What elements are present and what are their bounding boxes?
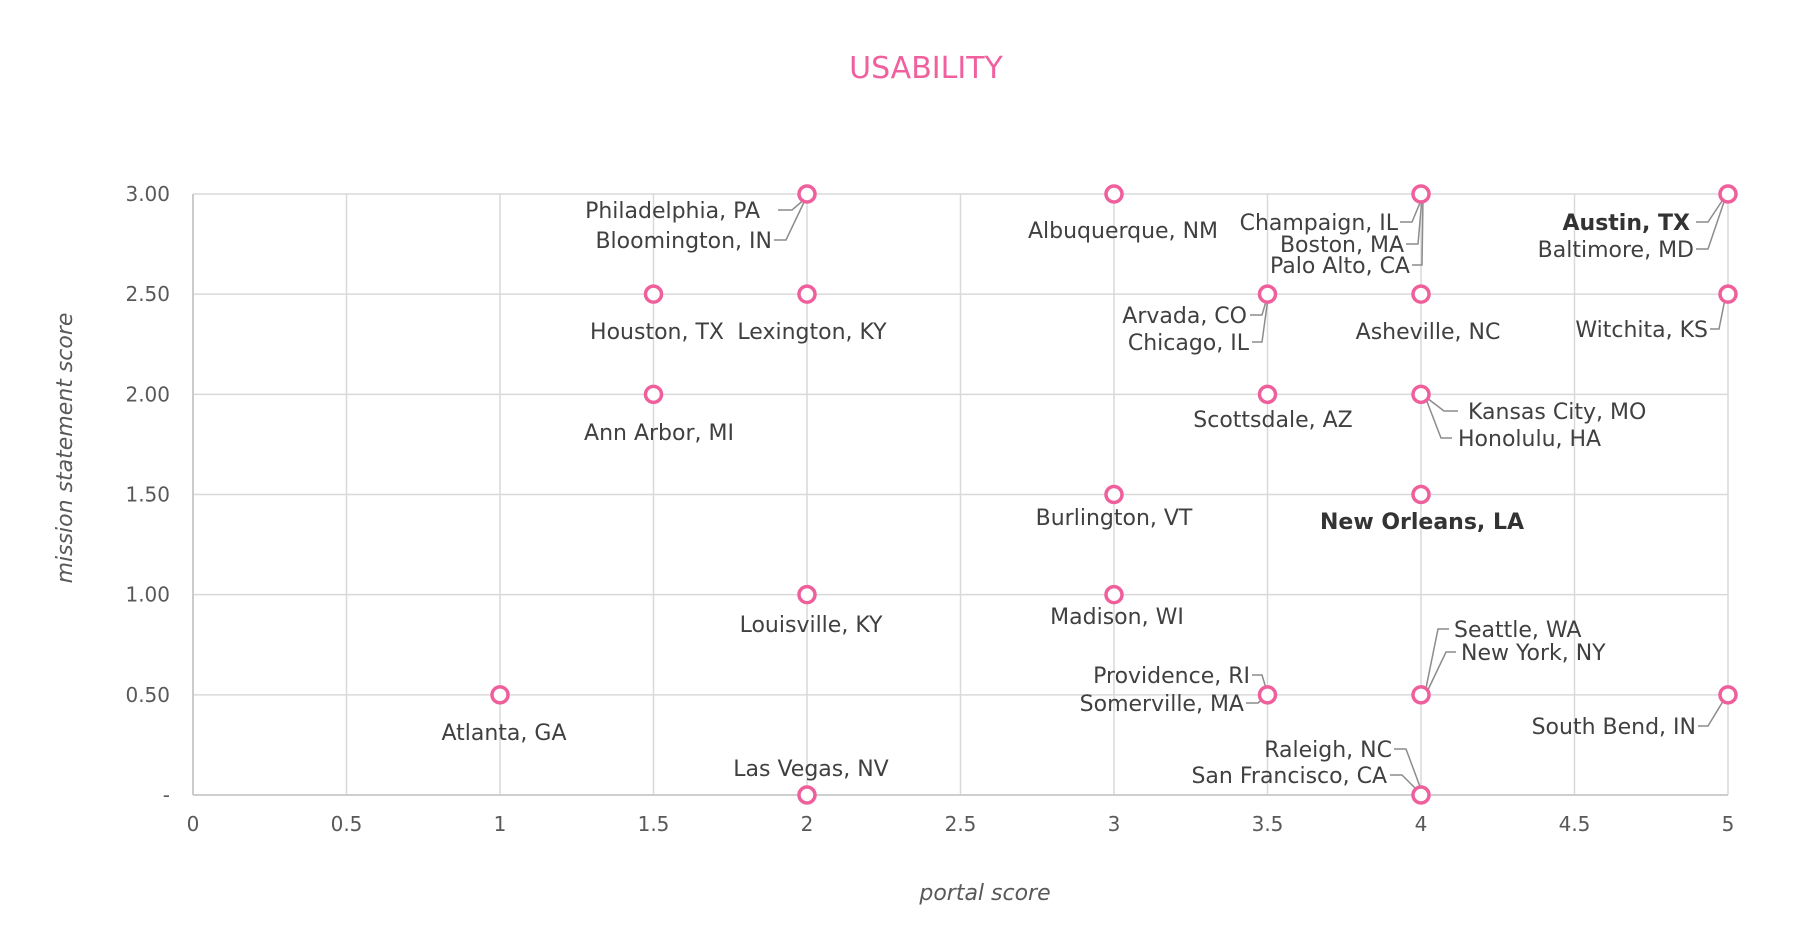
data-point <box>1411 484 1431 505</box>
data-label: Las Vegas, NV <box>733 757 888 782</box>
chart-title: USABILITY <box>849 51 1003 86</box>
leader-line <box>1696 198 1726 250</box>
data-label: Scottsdale, AZ <box>1193 408 1352 433</box>
x-tick-label: 3.5 <box>1252 812 1284 836</box>
data-point <box>1104 584 1124 605</box>
leader-line <box>1394 748 1423 793</box>
data-label: Burlington, VT <box>1036 506 1193 531</box>
leader-line <box>774 197 807 241</box>
data-point <box>1411 685 1431 705</box>
data-label: Louisville, KY <box>740 613 883 638</box>
leader-line <box>1412 197 1424 266</box>
data-label: Chicago, IL <box>1128 331 1250 356</box>
y-tick-label: 0.50 <box>125 683 170 707</box>
data-point <box>797 785 817 805</box>
data-point <box>1104 484 1124 505</box>
x-axis-title: portal score <box>918 881 1050 906</box>
data-point <box>490 685 510 705</box>
data-label: Lexington, KY <box>737 320 887 345</box>
y-tick-label: 1.50 <box>125 483 170 507</box>
data-point <box>643 384 664 405</box>
data-label: Boston, MA <box>1280 233 1404 258</box>
x-tick-label: 4 <box>1415 812 1428 836</box>
data-point <box>1411 184 1431 204</box>
data-labels: Philadelphia, PA Bloomington, IN Albuquerq… <box>441 199 1708 789</box>
y-tick-label: 3.00 <box>125 182 170 206</box>
x-tick-label: 0.5 <box>331 812 363 836</box>
leader-line <box>1400 197 1423 223</box>
data-label: San Francisco, CA <box>1191 764 1387 789</box>
data-point <box>1104 184 1124 204</box>
data-label: New York, NY <box>1461 641 1606 666</box>
data-label: Asheville, NC <box>1356 320 1501 345</box>
y-tick-label: 1.00 <box>125 583 170 607</box>
y-tick-label: 2.00 <box>125 382 170 406</box>
leader-line <box>1425 398 1452 439</box>
x-tick-label: 1.5 <box>638 812 670 836</box>
x-tick-label: 0 <box>187 812 200 836</box>
data-point <box>643 284 664 304</box>
data-label: Somerville, MA <box>1080 692 1244 717</box>
leader-line <box>1252 297 1269 343</box>
data-label: Palo Alto, CA <box>1270 254 1410 279</box>
data-label: Ann Arbor, MI <box>584 421 734 446</box>
leader-line <box>1698 697 1726 727</box>
data-label: Austin, TX <box>1563 211 1691 236</box>
data-point <box>1257 384 1278 405</box>
y-tick-label: 2.50 <box>125 282 170 306</box>
data-point <box>1718 685 1738 705</box>
data-label: New Orleans, LA <box>1320 510 1524 535</box>
leader-line <box>1406 197 1423 245</box>
leader-line <box>1424 628 1449 694</box>
x-tick-label: 2.5 <box>945 812 977 836</box>
leader-lines <box>774 197 1726 794</box>
data-label: Witchita, KS <box>1575 318 1708 343</box>
data-label: Madison, WI <box>1050 605 1184 630</box>
data-label: Houston, TX <box>590 320 724 345</box>
data-point <box>1411 284 1431 304</box>
data-label: Kansas City, MO <box>1468 400 1646 425</box>
y-tick-label: - <box>163 783 170 807</box>
data-label: Arvada, CO <box>1122 304 1247 329</box>
data-point <box>797 584 817 605</box>
data-point <box>1411 384 1431 405</box>
leader-line <box>778 197 807 211</box>
leader-line <box>1710 298 1726 330</box>
data-label: South Bend, IN <box>1532 715 1696 740</box>
data-label: Raleigh, NC <box>1264 738 1392 763</box>
data-label: Seattle, WA <box>1454 618 1581 643</box>
data-label: Providence, RI <box>1093 664 1250 689</box>
leader-line <box>1696 197 1725 223</box>
x-tick-label: 4.5 <box>1559 812 1591 836</box>
data-label: Bloomington, IN <box>595 229 772 254</box>
data-label: Champaign, IL <box>1240 211 1399 236</box>
data-point <box>1718 284 1738 304</box>
data-label: Albuquerque, NM <box>1028 219 1218 244</box>
data-point <box>797 284 817 304</box>
y-axis-title: mission statement score <box>53 313 78 584</box>
x-tick-label: 5 <box>1722 812 1735 836</box>
data-label: Honolulu, HA <box>1458 427 1601 452</box>
axes: 0 0.5 1 1.5 2 2.5 3 3.5 4 4.5 5 - 0.50 1.00 1.50 2.00 2.… <box>125 182 1734 836</box>
data-label: Philadelphia, PA <box>585 199 760 224</box>
leader-line <box>1390 774 1421 794</box>
x-tick-label: 2 <box>801 812 814 836</box>
data-point <box>1411 785 1431 805</box>
leader-line <box>1426 397 1458 412</box>
data-point <box>1257 284 1278 304</box>
data-label: Atlanta, GA <box>441 721 566 746</box>
x-tick-label: 3 <box>1108 812 1121 836</box>
data-points <box>490 184 1738 805</box>
data-point <box>1257 685 1278 705</box>
data-point <box>1718 184 1738 204</box>
grid <box>192 193 1729 795</box>
leader-line <box>1425 651 1456 695</box>
x-tick-label: 1 <box>494 812 507 836</box>
data-point <box>797 184 817 204</box>
data-label: Baltimore, MD <box>1538 238 1694 263</box>
